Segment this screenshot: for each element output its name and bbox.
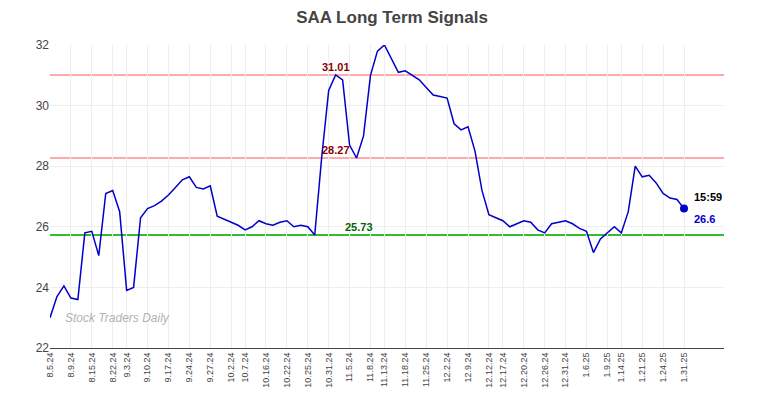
svg-text:1.6.25: 1.6.25 bbox=[581, 353, 591, 378]
svg-text:10.22.24: 10.22.24 bbox=[282, 353, 292, 388]
svg-text:12.2.24: 12.2.24 bbox=[442, 353, 452, 383]
svg-text:30: 30 bbox=[36, 99, 50, 113]
svg-text:11.13.24: 11.13.24 bbox=[379, 353, 389, 387]
svg-text:1.14.25: 1.14.25 bbox=[616, 353, 626, 383]
svg-text:11.5.24: 11.5.24 bbox=[345, 353, 355, 382]
svg-text:11.25.24: 11.25.24 bbox=[421, 353, 431, 387]
svg-text:8.15.24: 8.15.24 bbox=[87, 353, 97, 383]
svg-text:SAA Long Term Signals: SAA Long Term Signals bbox=[296, 8, 488, 27]
svg-text:12.12.24: 12.12.24 bbox=[484, 353, 494, 388]
svg-text:12.17.24: 12.17.24 bbox=[498, 353, 508, 388]
svg-text:1.31.25: 1.31.25 bbox=[679, 353, 689, 383]
svg-text:32: 32 bbox=[36, 38, 50, 52]
svg-text:12.9.24: 12.9.24 bbox=[463, 353, 473, 383]
svg-text:12.20.24: 12.20.24 bbox=[519, 353, 529, 388]
svg-text:10.25.24: 10.25.24 bbox=[303, 353, 313, 388]
svg-text:1.21.25: 1.21.25 bbox=[637, 353, 647, 383]
svg-text:10.2.24: 10.2.24 bbox=[226, 353, 236, 383]
svg-text:Stock Traders Daily: Stock Traders Daily bbox=[65, 311, 170, 325]
svg-text:15:59: 15:59 bbox=[694, 191, 722, 203]
svg-text:11.8.24: 11.8.24 bbox=[365, 353, 375, 382]
svg-text:24: 24 bbox=[36, 281, 50, 295]
svg-text:10.16.24: 10.16.24 bbox=[261, 353, 271, 388]
svg-text:9.17.24: 9.17.24 bbox=[163, 353, 173, 383]
svg-text:8.5.24: 8.5.24 bbox=[45, 353, 55, 378]
svg-text:25.73: 25.73 bbox=[345, 221, 373, 233]
svg-text:11.18.24: 11.18.24 bbox=[400, 353, 410, 387]
svg-text:28: 28 bbox=[36, 159, 50, 173]
svg-text:9.24.24: 9.24.24 bbox=[184, 353, 194, 383]
svg-text:1.9.25: 1.9.25 bbox=[602, 353, 612, 378]
svg-text:8.22.24: 8.22.24 bbox=[108, 353, 118, 383]
svg-text:9.3.24: 9.3.24 bbox=[122, 353, 132, 378]
svg-text:10.7.24: 10.7.24 bbox=[240, 353, 250, 383]
svg-text:22: 22 bbox=[36, 341, 50, 355]
svg-text:8.9.24: 8.9.24 bbox=[66, 353, 76, 378]
svg-text:31.01: 31.01 bbox=[322, 61, 350, 73]
svg-text:1.24.25: 1.24.25 bbox=[658, 353, 668, 383]
svg-text:12.31.24: 12.31.24 bbox=[560, 353, 570, 388]
svg-text:28.27: 28.27 bbox=[322, 144, 350, 156]
svg-text:9.27.24: 9.27.24 bbox=[205, 353, 215, 383]
svg-text:12.26.24: 12.26.24 bbox=[540, 353, 550, 388]
svg-text:9.10.24: 9.10.24 bbox=[142, 353, 152, 383]
svg-text:26.6: 26.6 bbox=[694, 213, 715, 225]
svg-text:26: 26 bbox=[36, 220, 50, 234]
svg-text:10.31.24: 10.31.24 bbox=[324, 353, 334, 388]
